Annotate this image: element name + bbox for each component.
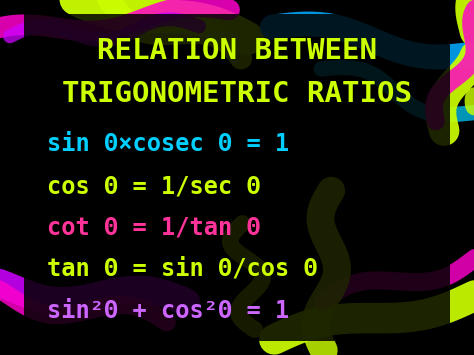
Text: sin²Θ + cos²Θ = 1: sin²Θ + cos²Θ = 1 <box>47 299 290 323</box>
Text: RELATION BETWEEN: RELATION BETWEEN <box>97 38 377 65</box>
Text: sin Θ×cosec Θ = 1: sin Θ×cosec Θ = 1 <box>47 132 290 156</box>
Text: cot Θ = 1/tan Θ: cot Θ = 1/tan Θ <box>47 215 261 239</box>
Text: cos Θ = 1/sec Θ: cos Θ = 1/sec Θ <box>47 174 261 198</box>
Text: tan Θ = sin Θ/cos Θ: tan Θ = sin Θ/cos Θ <box>47 256 318 280</box>
Text: TRIGONOMETRIC RATIOS: TRIGONOMETRIC RATIOS <box>62 80 412 108</box>
FancyBboxPatch shape <box>24 14 450 341</box>
